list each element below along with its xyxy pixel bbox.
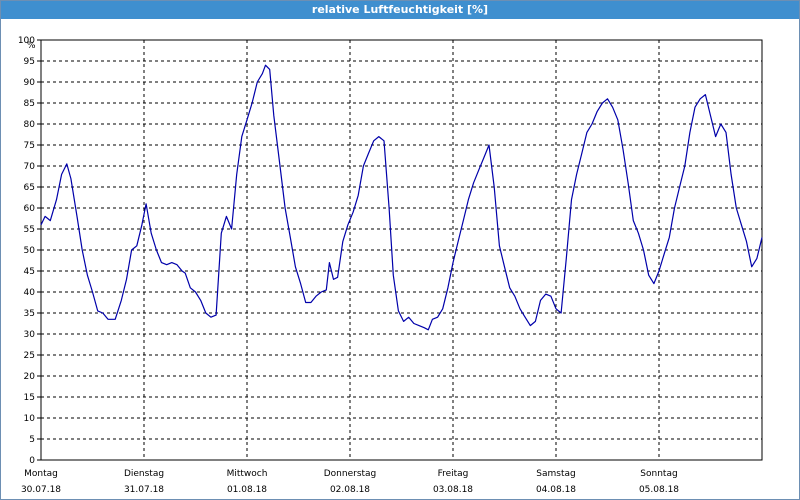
x-tick-day: Freitag	[438, 469, 469, 479]
x-tick-date: 30.07.18	[21, 485, 61, 495]
x-axis-ticks: Montag 30.07.18 Dienstag 31.07.18 Mittwoch 01…	[21, 469, 679, 495]
x-tick-day: Montag	[24, 469, 58, 479]
y-tick-label: 55	[24, 225, 35, 235]
window-title: relative Luftfeuchtigkeit [%]	[1, 1, 799, 19]
y-tick-label: 25	[24, 351, 35, 361]
y-tick-label: 20	[24, 372, 36, 382]
x-tick-day: Sonntag	[640, 469, 677, 479]
y-axis-label: %	[27, 41, 36, 51]
x-tick-day: Samstag	[536, 469, 575, 479]
x-tick-date: 04.08.18	[536, 485, 576, 495]
y-tick-label: 10	[24, 414, 36, 424]
y-tick-label: 100	[18, 36, 35, 46]
series	[40, 64, 763, 331]
x-tick-date: 31.07.18	[124, 485, 164, 495]
y-tick-label: 65	[24, 183, 35, 193]
x-tick-day: Dienstag	[124, 469, 164, 479]
y-tick-label: 50	[24, 246, 36, 256]
y-tick-label: 45	[24, 267, 35, 277]
grid	[41, 40, 762, 460]
humidity-series-line	[40, 64, 763, 331]
y-tick-label: 60	[24, 204, 36, 214]
y-tick-label: 5	[29, 435, 35, 445]
y-tick-label: 90	[24, 78, 36, 88]
y-tick-label: 30	[24, 330, 36, 340]
x-tick-date: 01.08.18	[227, 485, 267, 495]
y-tick-label: 95	[24, 57, 35, 67]
y-axis-ticks: 0 5 10 15 20 25 30 35 40 45 50 55 60 65 70 75 80 85 90 95 10…	[18, 36, 41, 466]
x-tick-date: 05.08.18	[639, 485, 679, 495]
y-tick-label: 80	[24, 120, 36, 130]
y-tick-label: 85	[24, 99, 35, 109]
x-tick-date: 02.08.18	[330, 485, 370, 495]
y-tick-label: 0	[29, 456, 35, 466]
y-tick-label: 35	[24, 309, 35, 319]
x-tick-day: Donnerstag	[324, 469, 377, 479]
y-tick-label: 75	[24, 141, 35, 151]
y-tick-label: 15	[24, 393, 35, 403]
x-tick-day: Mittwoch	[227, 469, 268, 479]
x-tick-date: 03.08.18	[433, 485, 473, 495]
y-tick-label: 70	[24, 162, 36, 172]
y-tick-label: 40	[24, 288, 36, 298]
